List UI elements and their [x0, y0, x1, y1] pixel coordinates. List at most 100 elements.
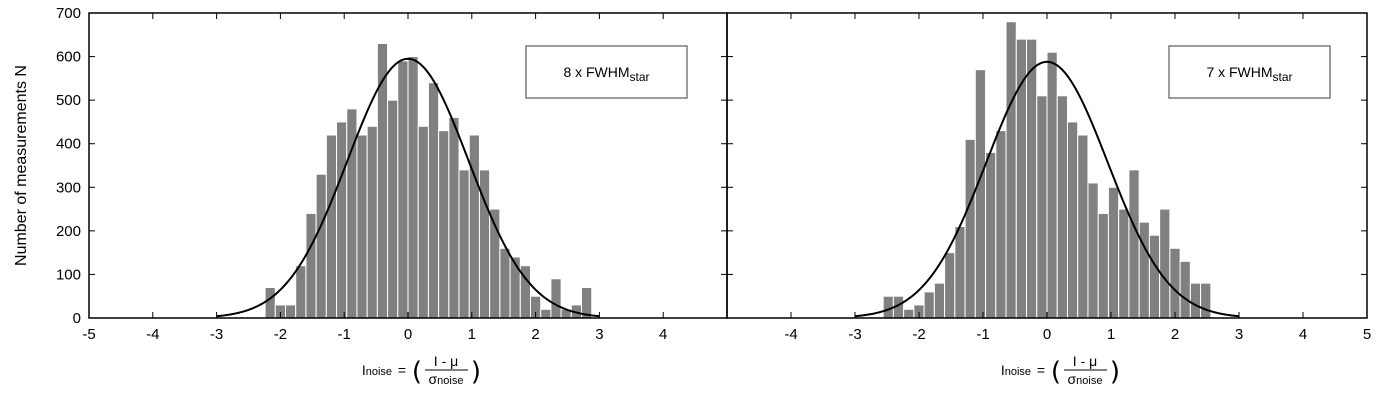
right-bar — [1107, 186, 1120, 319]
right-bar — [1159, 208, 1171, 319]
right-bar — [1087, 182, 1099, 319]
right-bar — [944, 252, 956, 319]
right-xlabel-equals: = — [1037, 362, 1045, 378]
right-bar — [1015, 38, 1028, 319]
right-legend: 7 x FWHMstar — [1168, 45, 1331, 99]
left-bar — [366, 125, 378, 319]
right-bar — [1005, 21, 1017, 319]
right-xlabel-den-main: σ — [1068, 371, 1077, 387]
left-bar — [397, 60, 409, 319]
right-bar — [1179, 260, 1191, 319]
right-x-tick-label: 4 — [1299, 326, 1307, 343]
left-bar — [325, 134, 338, 319]
left-bar — [468, 134, 480, 319]
left-bar — [448, 117, 460, 319]
right-x-tick-label: 0 — [1043, 326, 1051, 343]
right-bar — [1026, 38, 1038, 319]
right-x-tick-label: -2 — [912, 326, 925, 343]
left-bar — [458, 169, 470, 319]
right-x-tick-label: 2 — [1171, 326, 1179, 343]
left-x-tick-label: -5 — [82, 326, 95, 343]
left-bar — [305, 212, 317, 319]
left-x-tick-label: -1 — [338, 326, 351, 343]
right-bar — [974, 69, 987, 319]
right-bar — [954, 226, 966, 319]
y-tick-label: 300 — [56, 179, 81, 196]
y-tick-label: 200 — [56, 223, 81, 240]
left-bar — [438, 130, 450, 319]
y-axis-label: Number of measurements N — [13, 65, 30, 266]
left-bar — [295, 265, 307, 319]
left-bar — [285, 304, 297, 319]
right-xlabel-den-sub: noise — [1076, 375, 1102, 387]
left-bar — [264, 287, 276, 319]
right-bar — [1200, 282, 1212, 319]
right-x-tick-label: -3 — [848, 326, 861, 343]
left-gaussian-fit-curve — [216, 57, 600, 318]
left-xlabel-right-paren: ) — [471, 357, 481, 387]
left-y-axis-ticks: 0 100 200 300 400 500 600 700 — [56, 5, 727, 327]
left-x-axis-ticks: -5 -4 -3 -2 -1 0 1 2 3 4 — [82, 13, 667, 343]
left-x-tick-label: 1 — [468, 326, 476, 343]
left-legend-main: 8 x FWHM — [563, 64, 629, 80]
left-xlabel-left-paren: ( — [412, 357, 422, 387]
right-bar — [1097, 212, 1109, 319]
right-xlabel-right-paren: ) — [1110, 357, 1120, 387]
right-bar — [985, 151, 997, 319]
right-axes-frame — [726, 12, 1368, 319]
right-bar — [1036, 95, 1048, 319]
left-bar — [407, 56, 419, 319]
left-bar — [550, 278, 562, 319]
left-bar — [509, 256, 521, 319]
left-bar — [315, 173, 327, 319]
left-bar — [417, 125, 429, 319]
right-bar — [1138, 221, 1150, 319]
left-bar — [356, 134, 368, 319]
right-legend-box — [1168, 45, 1331, 99]
left-bar — [387, 99, 399, 319]
right-legend-sub: star — [1273, 70, 1293, 84]
right-xlabel-sub: noise — [1005, 366, 1031, 378]
left-xlabel-symbol: Inoise — [362, 362, 392, 378]
right-bar — [995, 130, 1007, 319]
right-bar — [1046, 51, 1058, 319]
left-x-tick-label: 2 — [531, 326, 539, 343]
right-legend-label: 7 x FWHMstar — [1206, 64, 1292, 84]
left-legend: 8 x FWHMstar — [525, 45, 688, 99]
left-bar — [540, 308, 552, 319]
left-x-tick-label: 4 — [659, 326, 667, 343]
left-bar — [376, 43, 389, 319]
right-x-tick-label: -1 — [976, 326, 989, 343]
left-x-tick-label: 3 — [595, 326, 603, 343]
right-bar — [1148, 234, 1161, 319]
right-xlabel-denominator: σnoise — [1068, 371, 1103, 387]
right-xlabel-symbol: Inoise — [1001, 362, 1031, 378]
right-x-axis-ticks: -4 -3 -2 -1 0 1 2 3 4 5 — [784, 13, 1371, 343]
right-x-tick-label: -4 — [784, 326, 797, 343]
right-bar — [1066, 121, 1079, 319]
left-legend-box — [525, 45, 688, 99]
right-xlabel-left-paren: ( — [1051, 357, 1061, 387]
left-bar — [427, 82, 440, 319]
left-bar — [336, 121, 348, 319]
left-x-tick-label: -2 — [274, 326, 287, 343]
left-bar — [499, 247, 511, 319]
left-xlabel-den-main: σ — [429, 371, 438, 387]
y-tick-label: 600 — [56, 49, 81, 66]
left-legend-sub: star — [630, 70, 650, 84]
y-tick-label: 400 — [56, 136, 81, 153]
y-tick-label: 100 — [56, 266, 81, 283]
left-x-tick-label: 0 — [404, 326, 412, 343]
right-bar — [1169, 247, 1181, 319]
right-bar — [903, 308, 915, 319]
right-bar — [1118, 208, 1130, 319]
left-xlabel-main: I — [362, 362, 366, 378]
right-x-tick-label: 1 — [1107, 326, 1115, 343]
left-xlabel-sub: noise — [366, 366, 392, 378]
left-legend-label: 8 x FWHMstar — [563, 64, 649, 84]
right-gaussian-fit-curve — [854, 60, 1240, 318]
right-bar — [964, 138, 976, 319]
y-tick-label: 500 — [56, 92, 81, 109]
